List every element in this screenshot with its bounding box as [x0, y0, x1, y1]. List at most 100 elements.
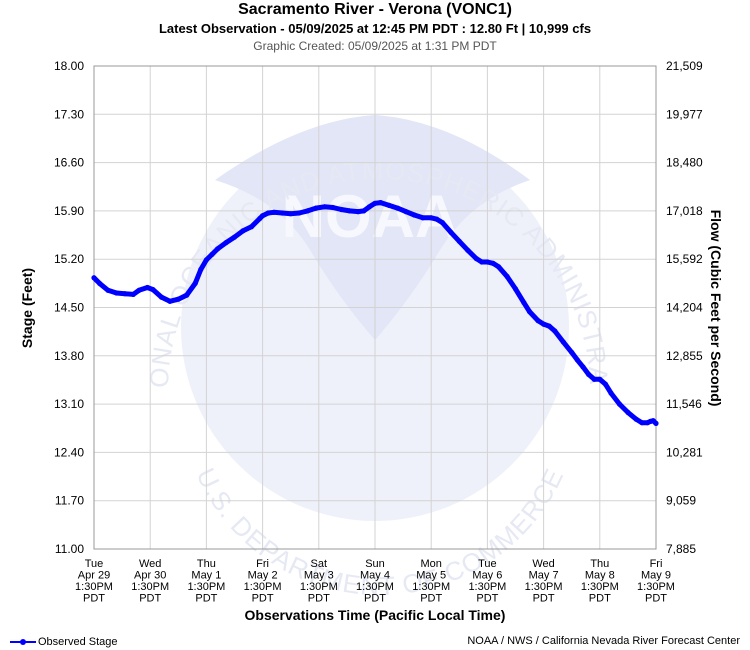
y2-tick-label: 21,509 — [666, 59, 703, 73]
data-point — [473, 255, 479, 262]
data-point — [355, 209, 361, 215]
x-tick-label: Thu May 1 1:30PM PDT — [187, 558, 225, 605]
y-tick-label: 14.50 — [54, 301, 84, 315]
data-point — [512, 286, 519, 292]
data-point — [167, 298, 173, 304]
data-point — [434, 216, 440, 222]
data-point — [158, 294, 164, 300]
data-point — [122, 291, 128, 297]
x-tick-label: Tue Apr 29 1:30PM PDT — [75, 558, 113, 605]
data-point — [535, 318, 541, 324]
data-point — [105, 287, 111, 293]
data-point — [150, 287, 156, 293]
data-point — [653, 420, 659, 426]
y2-axis-label: Flow (Cubic Feet per Second) — [708, 210, 724, 407]
y-tick-label: 13.10 — [54, 397, 84, 411]
y2-tick-label: 17,018 — [666, 204, 703, 218]
data-point — [338, 206, 344, 213]
data-point — [321, 204, 327, 210]
data-point — [456, 238, 462, 244]
data-point — [639, 420, 645, 426]
y2-tick-label: 11,546 — [666, 397, 702, 411]
plot-border — [93, 65, 657, 550]
data-point — [504, 273, 510, 280]
latest-observation: Latest Observation - 05/09/2025 at 12:45… — [158, 21, 592, 36]
data-point — [130, 291, 136, 297]
x-tick-label: Fri May 2 1:30PM PDT — [244, 558, 282, 605]
y-tick-label: 15.20 — [54, 252, 84, 266]
data-point — [428, 215, 434, 221]
y2-tick-label: 7,885 — [666, 542, 696, 556]
data-point — [184, 292, 190, 298]
x-tick-label: Thu May 8 1:30PM PDT — [581, 558, 619, 605]
x-tick-label: Wed Apr 30 1:30PM PDT — [131, 558, 169, 605]
data-point — [597, 376, 603, 382]
credit-text: NOAA / NWS / California Nevada River For… — [467, 635, 740, 647]
data-point — [296, 210, 302, 216]
data-point — [366, 204, 372, 210]
y-tick-label: 13.80 — [54, 349, 84, 363]
y-tick-label: 12.40 — [54, 445, 84, 459]
data-point — [574, 357, 580, 363]
data-point — [394, 205, 401, 211]
data-point — [420, 215, 426, 221]
data-point — [372, 200, 378, 206]
data-point — [411, 212, 417, 218]
graphic-created: Graphic Created: 05/09/2025 at 1:31 PM P… — [253, 39, 497, 53]
legend: Observed Stage — [10, 636, 118, 648]
data-point — [526, 309, 533, 315]
data-point — [248, 224, 254, 230]
y2-tick-label: 18,480 — [666, 156, 703, 170]
data-point — [136, 287, 142, 293]
data-point — [633, 416, 639, 422]
y-tick-label: 17.30 — [54, 107, 84, 121]
data-point — [288, 211, 294, 217]
legend-swatch — [10, 636, 36, 648]
y-tick-label: 18.00 — [54, 59, 84, 73]
data-point — [616, 401, 623, 407]
data-point — [330, 204, 336, 211]
data-point — [484, 259, 490, 265]
data-point — [448, 229, 454, 235]
data-point — [203, 257, 209, 263]
watermark-bird — [215, 115, 530, 340]
x-tick-label: Mon May 5 1:30PM PDT — [412, 558, 450, 605]
y-tick-label: 11.00 — [55, 542, 84, 556]
x-tick-label: Tue May 6 1:30PM PDT — [468, 558, 506, 605]
data-point — [546, 323, 552, 329]
data-point — [552, 328, 558, 334]
data-point — [465, 247, 471, 253]
y-axis-label: Stage (Feet) — [19, 268, 35, 348]
data-point — [386, 202, 392, 208]
y2-tick-label: 9,059 — [666, 494, 696, 508]
data-point — [560, 339, 566, 345]
data-point — [192, 280, 198, 286]
x-tick-label: Sat May 3 1:30PM PDT — [300, 558, 338, 605]
data-point — [97, 280, 103, 286]
data-point — [91, 275, 97, 281]
data-point — [215, 246, 221, 252]
data-point — [144, 284, 150, 291]
data-point — [231, 234, 238, 240]
x-axis-label: Observations Time (Pacific Local Time) — [245, 607, 506, 623]
x-tick-label: Wed May 7 1:30PM PDT — [525, 558, 563, 605]
data-point — [541, 321, 547, 327]
data-point — [113, 290, 120, 296]
data-point — [586, 371, 592, 377]
data-point — [521, 300, 527, 306]
data-point — [490, 260, 496, 266]
data-point — [580, 364, 586, 370]
y2-tick-label: 19,977 — [666, 107, 703, 121]
data-point — [223, 240, 229, 246]
data-point — [602, 381, 609, 387]
data-point — [265, 210, 271, 216]
data-point — [479, 259, 485, 265]
data-point — [313, 205, 319, 211]
data-point — [240, 228, 246, 234]
chart-title: Sacramento River - Verona (VONC1) — [238, 1, 512, 18]
y2-tick-label: 14,204 — [666, 301, 703, 315]
data-point — [305, 208, 311, 214]
data-point — [608, 390, 614, 396]
x-tick-label: Sun May 4 1:30PM PDT — [356, 558, 394, 605]
